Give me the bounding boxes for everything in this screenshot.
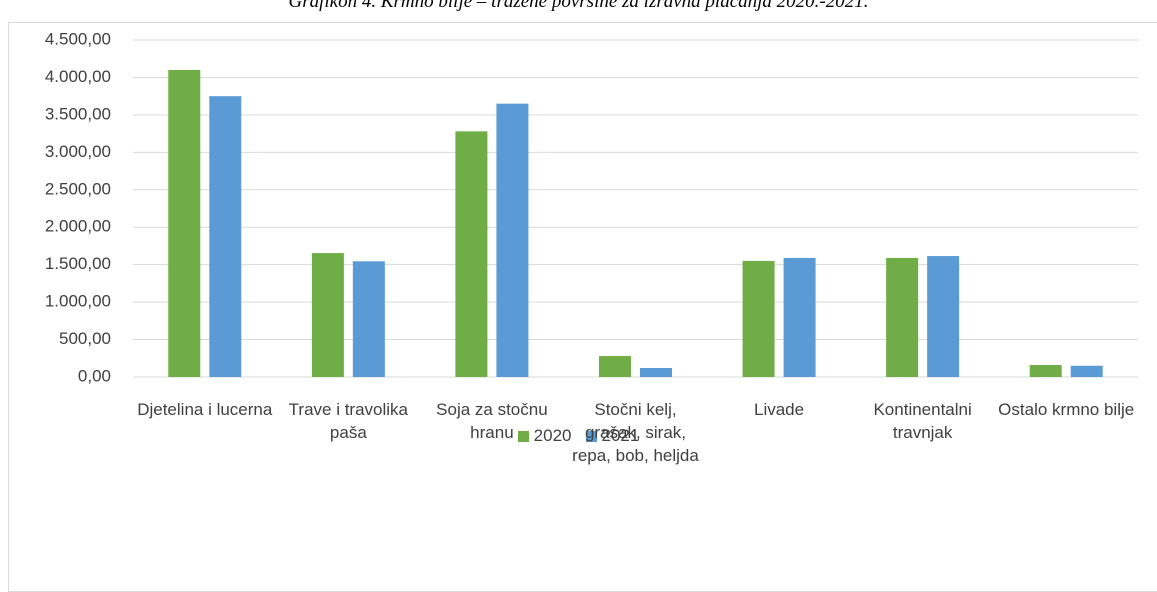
legend-swatch — [585, 430, 597, 442]
legend-item: 2021 — [585, 426, 640, 446]
bar — [1070, 365, 1103, 377]
x-tick-label: Trave i travolika paša — [288, 400, 409, 442]
y-tick-label: 2.000,00 — [45, 217, 111, 236]
chart-title: Grafikon 4. Krmno bilje – tražene površi… — [288, 0, 869, 12]
y-tick-label: 3.500,00 — [45, 104, 111, 123]
bar — [599, 356, 631, 377]
legend-item: 2020 — [517, 426, 572, 446]
x-tick-label: Djetelina i lucerna — [137, 400, 273, 419]
y-tick-label: 2.500,00 — [45, 179, 111, 198]
bar — [352, 261, 385, 377]
bar — [742, 260, 775, 377]
legend-label: 2020 — [533, 426, 572, 445]
y-tick-label: 0,00 — [78, 366, 111, 385]
bar — [640, 368, 672, 377]
bar — [496, 103, 529, 378]
x-tick-label: Soja za stočnu hranu — [436, 400, 548, 442]
x-tick-label: Ostalo krmno bilje — [998, 400, 1135, 419]
bar — [783, 257, 816, 377]
legend-swatch — [517, 430, 529, 442]
y-tick-label: 3.000,00 — [45, 142, 111, 161]
legend-label: 2021 — [601, 426, 640, 445]
bar — [209, 96, 242, 378]
bar — [1029, 365, 1062, 377]
x-tick-label: Stočni kelj, grašak, sirak, repa, bob, h… — [572, 400, 699, 465]
legend: 2020 2021 — [0, 426, 1157, 446]
y-tick-label: 1.000,00 — [45, 292, 111, 311]
x-tick-label: Kontinentalni travnjak — [873, 400, 972, 442]
bar — [455, 131, 488, 377]
bar — [886, 257, 919, 377]
bar — [311, 253, 344, 377]
bar — [168, 69, 201, 377]
x-tick-label: Livade — [754, 400, 805, 419]
y-tick-label: 4.500,00 — [45, 29, 111, 48]
y-tick-label: 1.500,00 — [45, 254, 111, 273]
bar — [927, 256, 960, 377]
y-tick-label: 4.000,00 — [45, 67, 111, 86]
y-tick-label: 500,00 — [59, 329, 111, 348]
